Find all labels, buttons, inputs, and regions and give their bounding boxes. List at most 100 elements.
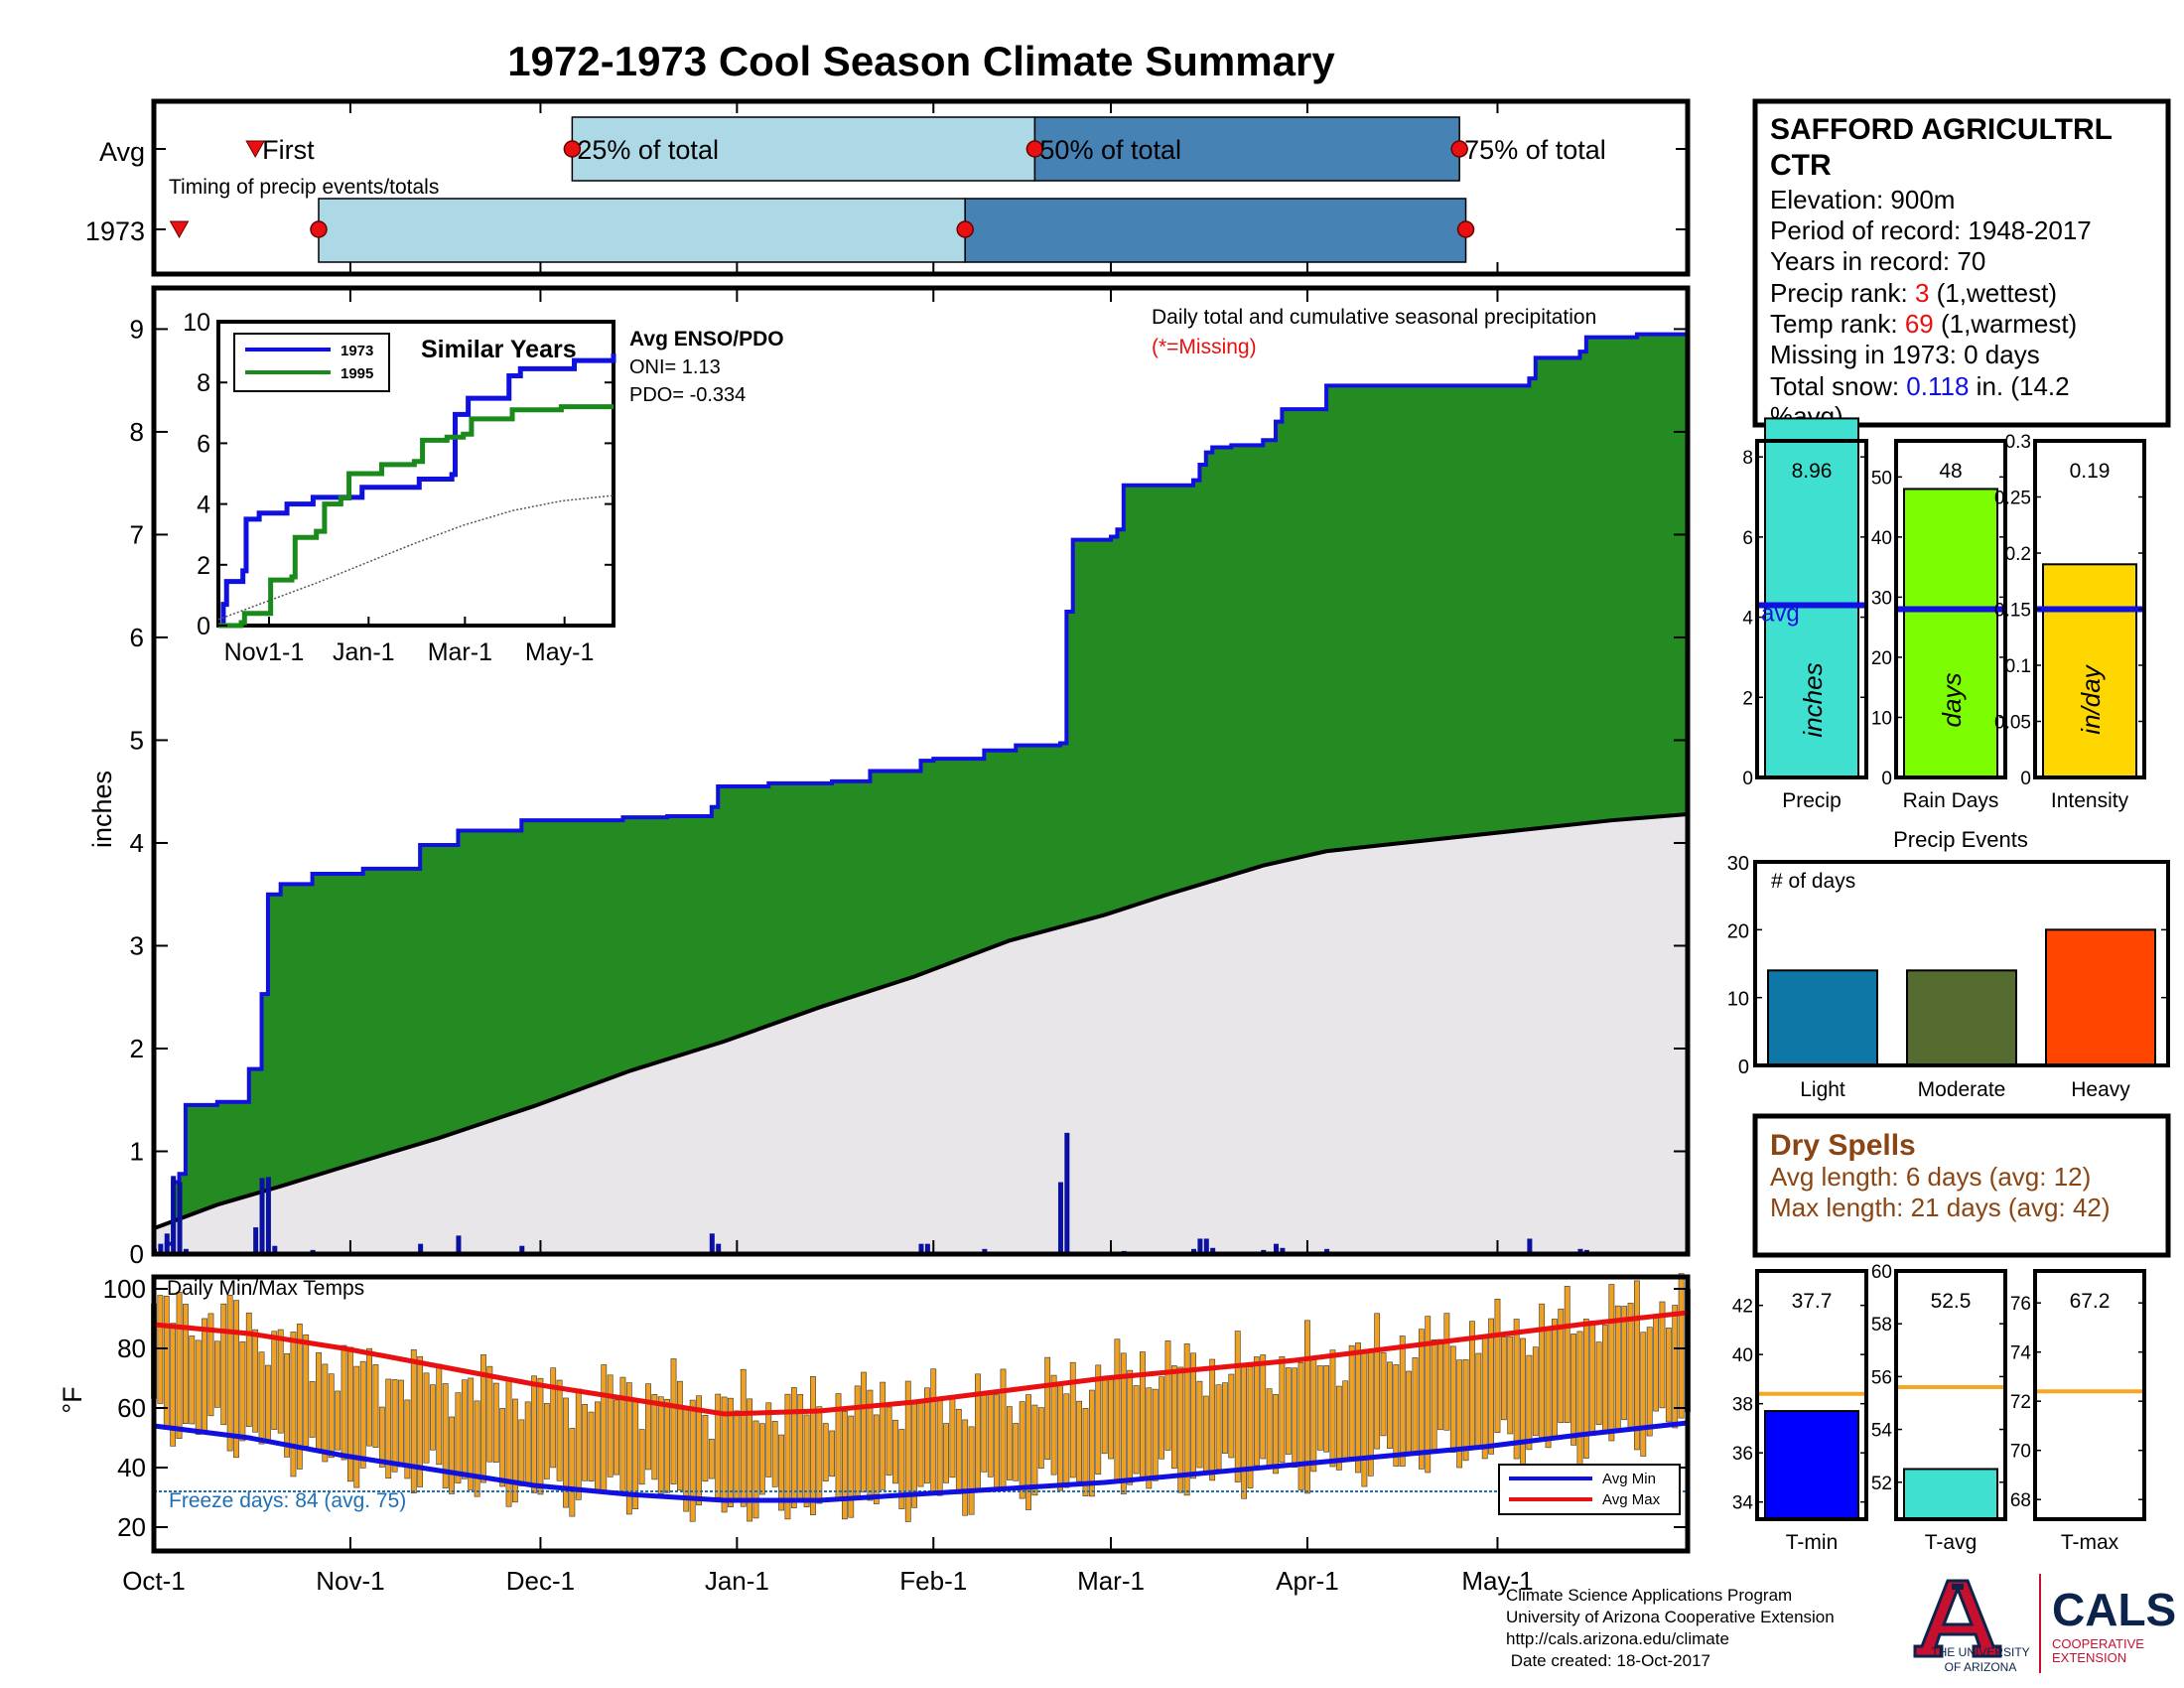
footer-line-4: Date created: 18-Oct-2017 <box>1506 1651 1710 1670</box>
precip-plot: 0 1 2 3 4 5 6 7 8 9 <box>130 285 1691 1269</box>
daily-temp-bar <box>1241 1363 1247 1499</box>
station-name: SAFFORD AGRICULTRL <box>1770 113 2113 146</box>
legend-label-avg-min: Avg Min <box>1602 1471 1656 1487</box>
daily-temp-bar <box>1520 1337 1526 1467</box>
inset-x-tick-label: May-1 <box>525 638 594 666</box>
daily-precip-bar <box>1191 1248 1197 1254</box>
mini-bar-t-avg <box>1903 1468 1998 1521</box>
precip-panel: 0 1 2 3 4 5 6 7 8 9 Daily total and cumulative se… <box>87 285 1691 1269</box>
avg-25pct-marker <box>563 140 582 158</box>
daily-precip-bar <box>918 1243 924 1254</box>
daily-temp-bar <box>1120 1352 1127 1494</box>
daily-temp-bar <box>625 1382 632 1515</box>
daily-temp-bar <box>987 1394 994 1477</box>
daily-temp-bar <box>417 1355 424 1487</box>
mini-unit-label: in/day <box>2076 663 2106 734</box>
daily-temp-bar <box>1063 1393 1070 1488</box>
daily-temp-bar <box>1292 1367 1298 1469</box>
daily-precip-bar <box>1197 1238 1203 1254</box>
daily-temp-bar <box>790 1387 797 1508</box>
precip-y-tick-label: 6 <box>130 623 144 652</box>
daily-temp-bar <box>614 1399 619 1476</box>
daily-temp-bar <box>213 1340 220 1408</box>
daily-temp-bar <box>1006 1406 1013 1480</box>
daily-temp-bar <box>1526 1354 1533 1451</box>
daily-temp-bar <box>1190 1352 1196 1479</box>
daily-temp-bar <box>676 1380 683 1491</box>
daily-precip-bar <box>177 1182 183 1254</box>
daily-temp-bar <box>157 1295 164 1404</box>
daily-temp-bar <box>1456 1359 1463 1469</box>
daily-temp-bar <box>1253 1356 1260 1467</box>
daily-temp-bar <box>1412 1357 1419 1457</box>
daily-temp-bar <box>651 1394 658 1480</box>
footer-line-1: Climate Science Applications Program <box>1506 1586 1792 1605</box>
daily-temp-bar <box>696 1395 702 1506</box>
precip-events-panel: Precip Events Light Moderate Heavy0102030 … <box>1727 827 2170 1101</box>
daily-temp-bar <box>1133 1385 1140 1475</box>
temp-y-tick-label: 60 <box>117 1393 146 1423</box>
daily-temp-bar <box>1634 1280 1640 1451</box>
daily-temp-bar <box>595 1401 601 1492</box>
station-temp-rank: Temp rank: 69 (1,warmest) <box>1770 309 2077 339</box>
daily-precip-bar <box>272 1245 278 1254</box>
daily-precip-bar <box>1210 1247 1216 1254</box>
daily-precip-bar <box>1064 1132 1070 1254</box>
daily-temp-bar <box>189 1336 196 1425</box>
daily-temp-bar <box>657 1396 664 1494</box>
daily-temp-bar <box>499 1408 506 1487</box>
daily-temp-bar <box>366 1347 372 1447</box>
precip-y-axis-label: inches <box>87 771 117 848</box>
daily-precip-bar <box>418 1243 424 1254</box>
mini-y-tick-label: 6 <box>1742 528 1753 549</box>
mini-y-tick-label: 0.05 <box>1994 713 2031 734</box>
mini-panel-frame <box>2033 1269 2146 1521</box>
daily-temp-bar <box>309 1380 316 1438</box>
avg-cumulative-area <box>154 813 1688 1254</box>
timing-1973-first-half-bar <box>318 198 966 263</box>
timing-row-avg-label: Avg <box>99 137 145 167</box>
mini-unit-label: days <box>1937 673 1967 728</box>
events-y-tick-label: 20 <box>1727 920 1749 942</box>
daily-temp-bar <box>220 1303 227 1426</box>
month-axis-label: Mar-1 <box>1077 1566 1145 1596</box>
1973-first-marker <box>169 220 190 239</box>
mini-y-tick-label: 34 <box>1732 1493 1754 1514</box>
daily-temp-bar <box>1082 1408 1089 1496</box>
daily-temp-bar <box>1114 1338 1121 1482</box>
university-of-arizona-logo: THE UNIVERSITY OF ARIZONA <box>1913 1579 2030 1674</box>
inset-title: Similar Years <box>421 336 577 363</box>
daily-temp-bar <box>258 1351 265 1445</box>
daily-temp-bar <box>1602 1325 1608 1434</box>
inset-y-tick-label: 10 <box>183 309 210 337</box>
mini-y-tick-label: 50 <box>1871 468 1892 489</box>
daily-precip-bar <box>1203 1238 1209 1254</box>
temp-y-axis-label: °F <box>58 1386 87 1413</box>
daily-temp-bar <box>968 1426 975 1515</box>
daily-temp-bar <box>1076 1400 1083 1482</box>
month-axis-label: Oct-1 <box>122 1566 186 1596</box>
daily-temp-bar <box>1323 1365 1329 1453</box>
daily-temp-bar <box>176 1291 183 1440</box>
avg-50pct-label: 50% of total <box>1039 135 1181 165</box>
mini-value-label: 8.96 <box>1792 460 1833 483</box>
daily-temp-bar <box>265 1364 271 1442</box>
mini-y-tick-label: 2 <box>1742 688 1753 709</box>
events-y-tick-label: 30 <box>1727 853 1749 875</box>
precip-events-ylabel: # of days <box>1771 870 1855 893</box>
mini-panel-frame <box>1894 1269 2007 1521</box>
daily-temp-bar <box>442 1383 449 1488</box>
mini-y-tick-label: 72 <box>2010 1392 2031 1413</box>
daily-temp-bar <box>771 1421 778 1487</box>
daily-temp-bar <box>1552 1319 1558 1441</box>
legend-label-1995: 1995 <box>341 365 373 382</box>
mini-panel-label: T-max <box>2061 1531 2119 1554</box>
footer: Climate Science Applications Program Uni… <box>1506 1574 2176 1674</box>
timing-1973-second-half-bar <box>964 198 1467 263</box>
daily-temp-bar <box>1589 1321 1596 1436</box>
similar-years-inset: 0 2 4 6 8 10 Nov1-1 Jan-1 Mar-1 May-1 Similar Yea… <box>183 309 616 666</box>
cals-logo-text: CALS <box>2052 1584 2176 1635</box>
daily-temp-bar <box>1273 1394 1279 1475</box>
mini-panel-bg-t-max <box>2035 1271 2144 1519</box>
